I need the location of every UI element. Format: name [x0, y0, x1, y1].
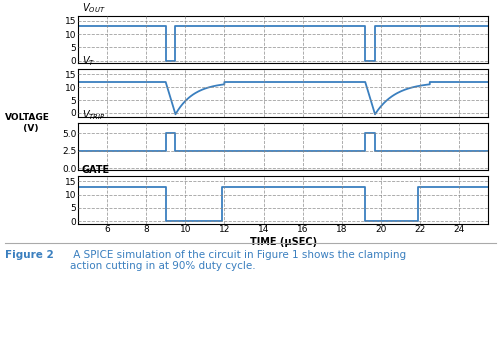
Text: $V_{OUT}$: $V_{OUT}$	[82, 1, 105, 15]
Text: $V_{T}$: $V_{T}$	[82, 54, 95, 68]
Text: $V_{TRIP}$: $V_{TRIP}$	[82, 108, 105, 122]
Text: VOLTAGE
  (V): VOLTAGE (V)	[5, 113, 50, 133]
Text: Figure 2: Figure 2	[5, 250, 54, 260]
Text: GATE: GATE	[82, 165, 110, 175]
X-axis label: TIME (μSEC): TIME (μSEC)	[249, 237, 317, 247]
Text: A SPICE simulation of the circuit in Figure 1 shows the clamping
action cutting : A SPICE simulation of the circuit in Fig…	[70, 250, 406, 271]
